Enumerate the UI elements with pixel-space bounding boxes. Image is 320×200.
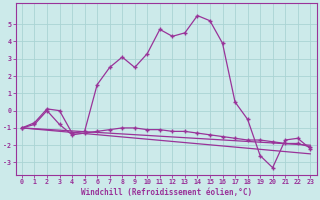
X-axis label: Windchill (Refroidissement éolien,°C): Windchill (Refroidissement éolien,°C)	[81, 188, 252, 197]
